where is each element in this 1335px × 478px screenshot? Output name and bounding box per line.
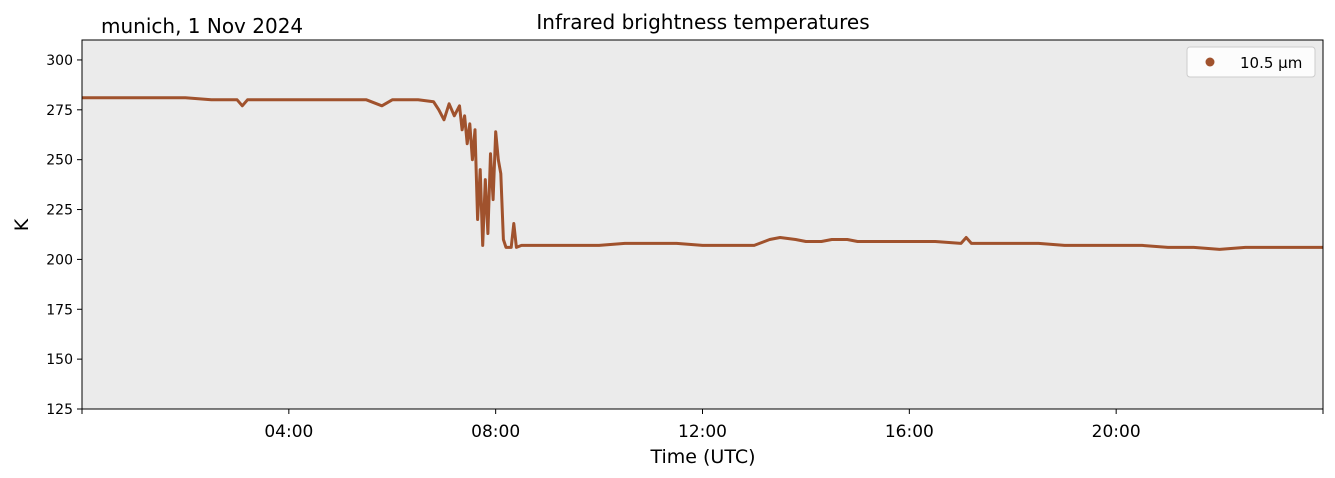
y-tick-label: 300 [46,53,73,69]
legend-label: 10.5 µm [1240,54,1302,72]
x-tick-label: 16:00 [885,422,934,442]
series-line [82,96,1323,251]
y-axis-label: K [11,218,33,231]
series-layer [82,96,1323,251]
y-axis-ticks: 125 150 175 200 225 250 275 300 [46,53,82,418]
y-tick-label: 200 [46,252,73,268]
x-tick-label: 08:00 [471,422,520,442]
y-tick-label: 150 [46,352,73,368]
x-axis-ticks: 04:00 08:00 12:00 16:00 20:00 [81,409,1324,442]
plot-frame [81,39,1324,410]
y-tick-label: 125 [46,402,73,418]
y-tick-label: 175 [46,302,73,318]
x-tick-label: 12:00 [678,422,727,442]
x-tick-label: 20:00 [1092,422,1141,442]
x-tick-label: 04:00 [264,422,313,442]
legend-box [1186,46,1316,78]
y-tick-label: 225 [46,203,73,219]
plot-background [82,40,1323,409]
x-axis-label: Time (UTC) [649,446,755,468]
y-tick-label: 250 [46,153,73,169]
y-tick-label: 275 [46,103,73,119]
legend: 10.5 µm [1186,46,1316,78]
chart-subtitle: munich, 1 Nov 2024 [101,14,303,38]
chart-title: Infrared brightness temperatures [536,10,869,34]
legend-marker [1205,57,1215,67]
